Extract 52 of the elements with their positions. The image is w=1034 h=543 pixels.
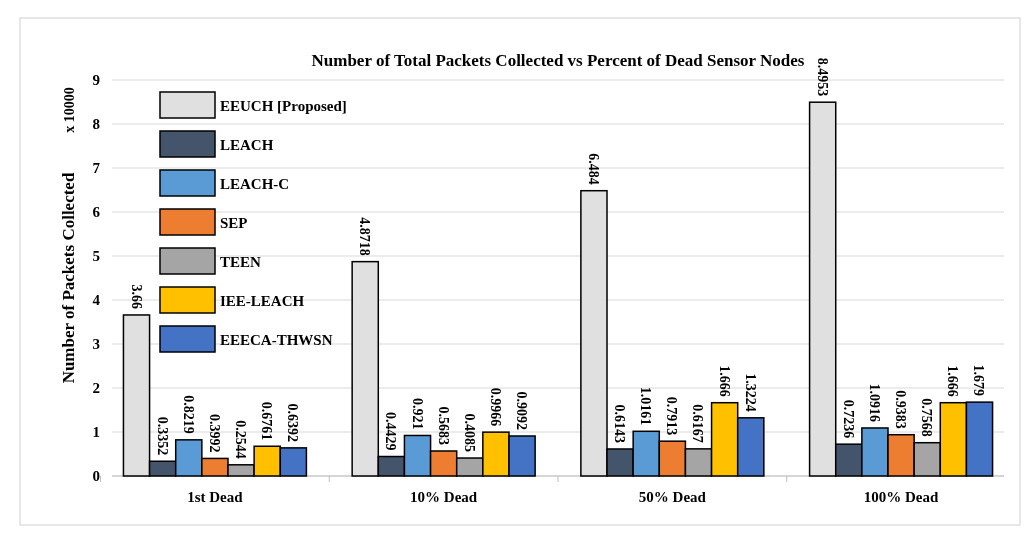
y-tick-label: 0 (92, 468, 100, 484)
data-label: 1.3224 (742, 373, 758, 412)
x-tick-label: 1st Dead (187, 489, 244, 505)
data-label: 1.0916 (866, 383, 882, 422)
data-label: 0.3352 (154, 416, 170, 456)
legend-label: SEP (220, 215, 248, 231)
chart-title: Number of Total Packets Collected vs Percent of Dead Sensor Nodes (311, 51, 805, 70)
data-label: 0.9966 (487, 387, 503, 427)
y-tick-label: 5 (92, 248, 100, 264)
y-tick-label: 3 (92, 336, 100, 352)
y-tick-label: 1 (92, 424, 100, 440)
y-axis-title: Number of Packets Collected (59, 172, 78, 384)
data-label: 0.5683 (435, 406, 451, 445)
y-tick-label: 2 (92, 380, 100, 396)
data-label: 0.8219 (180, 395, 196, 434)
legend-label: EEUCH [Proposed] (220, 98, 347, 114)
legend-label: IEE-LEACH (220, 293, 305, 309)
data-label: 1.666 (716, 365, 732, 397)
data-label: 0.2544 (233, 420, 249, 459)
data-label: 0.6167 (690, 404, 706, 443)
data-label: 0.921 (409, 397, 425, 430)
x-tick-label: 10% Dead (410, 489, 478, 505)
data-label: 4.8718 (357, 217, 373, 256)
data-label: 0.6392 (285, 403, 301, 442)
data-label: 1.679 (971, 364, 987, 397)
y-tick-label: 4 (92, 292, 101, 308)
x-tick-label: 50% Dead (638, 489, 707, 505)
data-label: 1.666 (945, 365, 961, 397)
y-tick-label: 7 (92, 160, 101, 176)
data-label: 0.4085 (461, 413, 477, 453)
data-label: 1.0161 (638, 386, 654, 426)
y-tick-label: 9 (92, 72, 100, 88)
data-label: 0.9092 (514, 391, 530, 430)
y-tick-label: 6 (92, 204, 101, 220)
data-label: 0.9383 (893, 390, 909, 429)
data-label: 0.7913 (664, 396, 680, 436)
data-label: 0.7568 (919, 398, 935, 437)
legend-label: LEACH (220, 137, 274, 153)
legend-label: EEECA-THWSN (220, 332, 333, 348)
legend-label: LEACH-C (220, 176, 290, 192)
data-label: 0.7236 (840, 399, 856, 439)
data-label: 6.484 (585, 153, 601, 185)
x-tick-label: 100% Dead (863, 489, 940, 505)
text: x 10000 (62, 87, 77, 133)
data-label: 3.66 (128, 284, 144, 309)
data-label: 0.6143 (612, 404, 628, 443)
data-label: 0.4429 (383, 412, 399, 451)
data-label: 8.4953 (814, 57, 830, 97)
data-label: 0.6761 (259, 401, 275, 441)
y-tick-label: 8 (92, 116, 100, 132)
data-label: 0.3992 (206, 413, 222, 453)
legend-label: TEEN (220, 254, 262, 270)
